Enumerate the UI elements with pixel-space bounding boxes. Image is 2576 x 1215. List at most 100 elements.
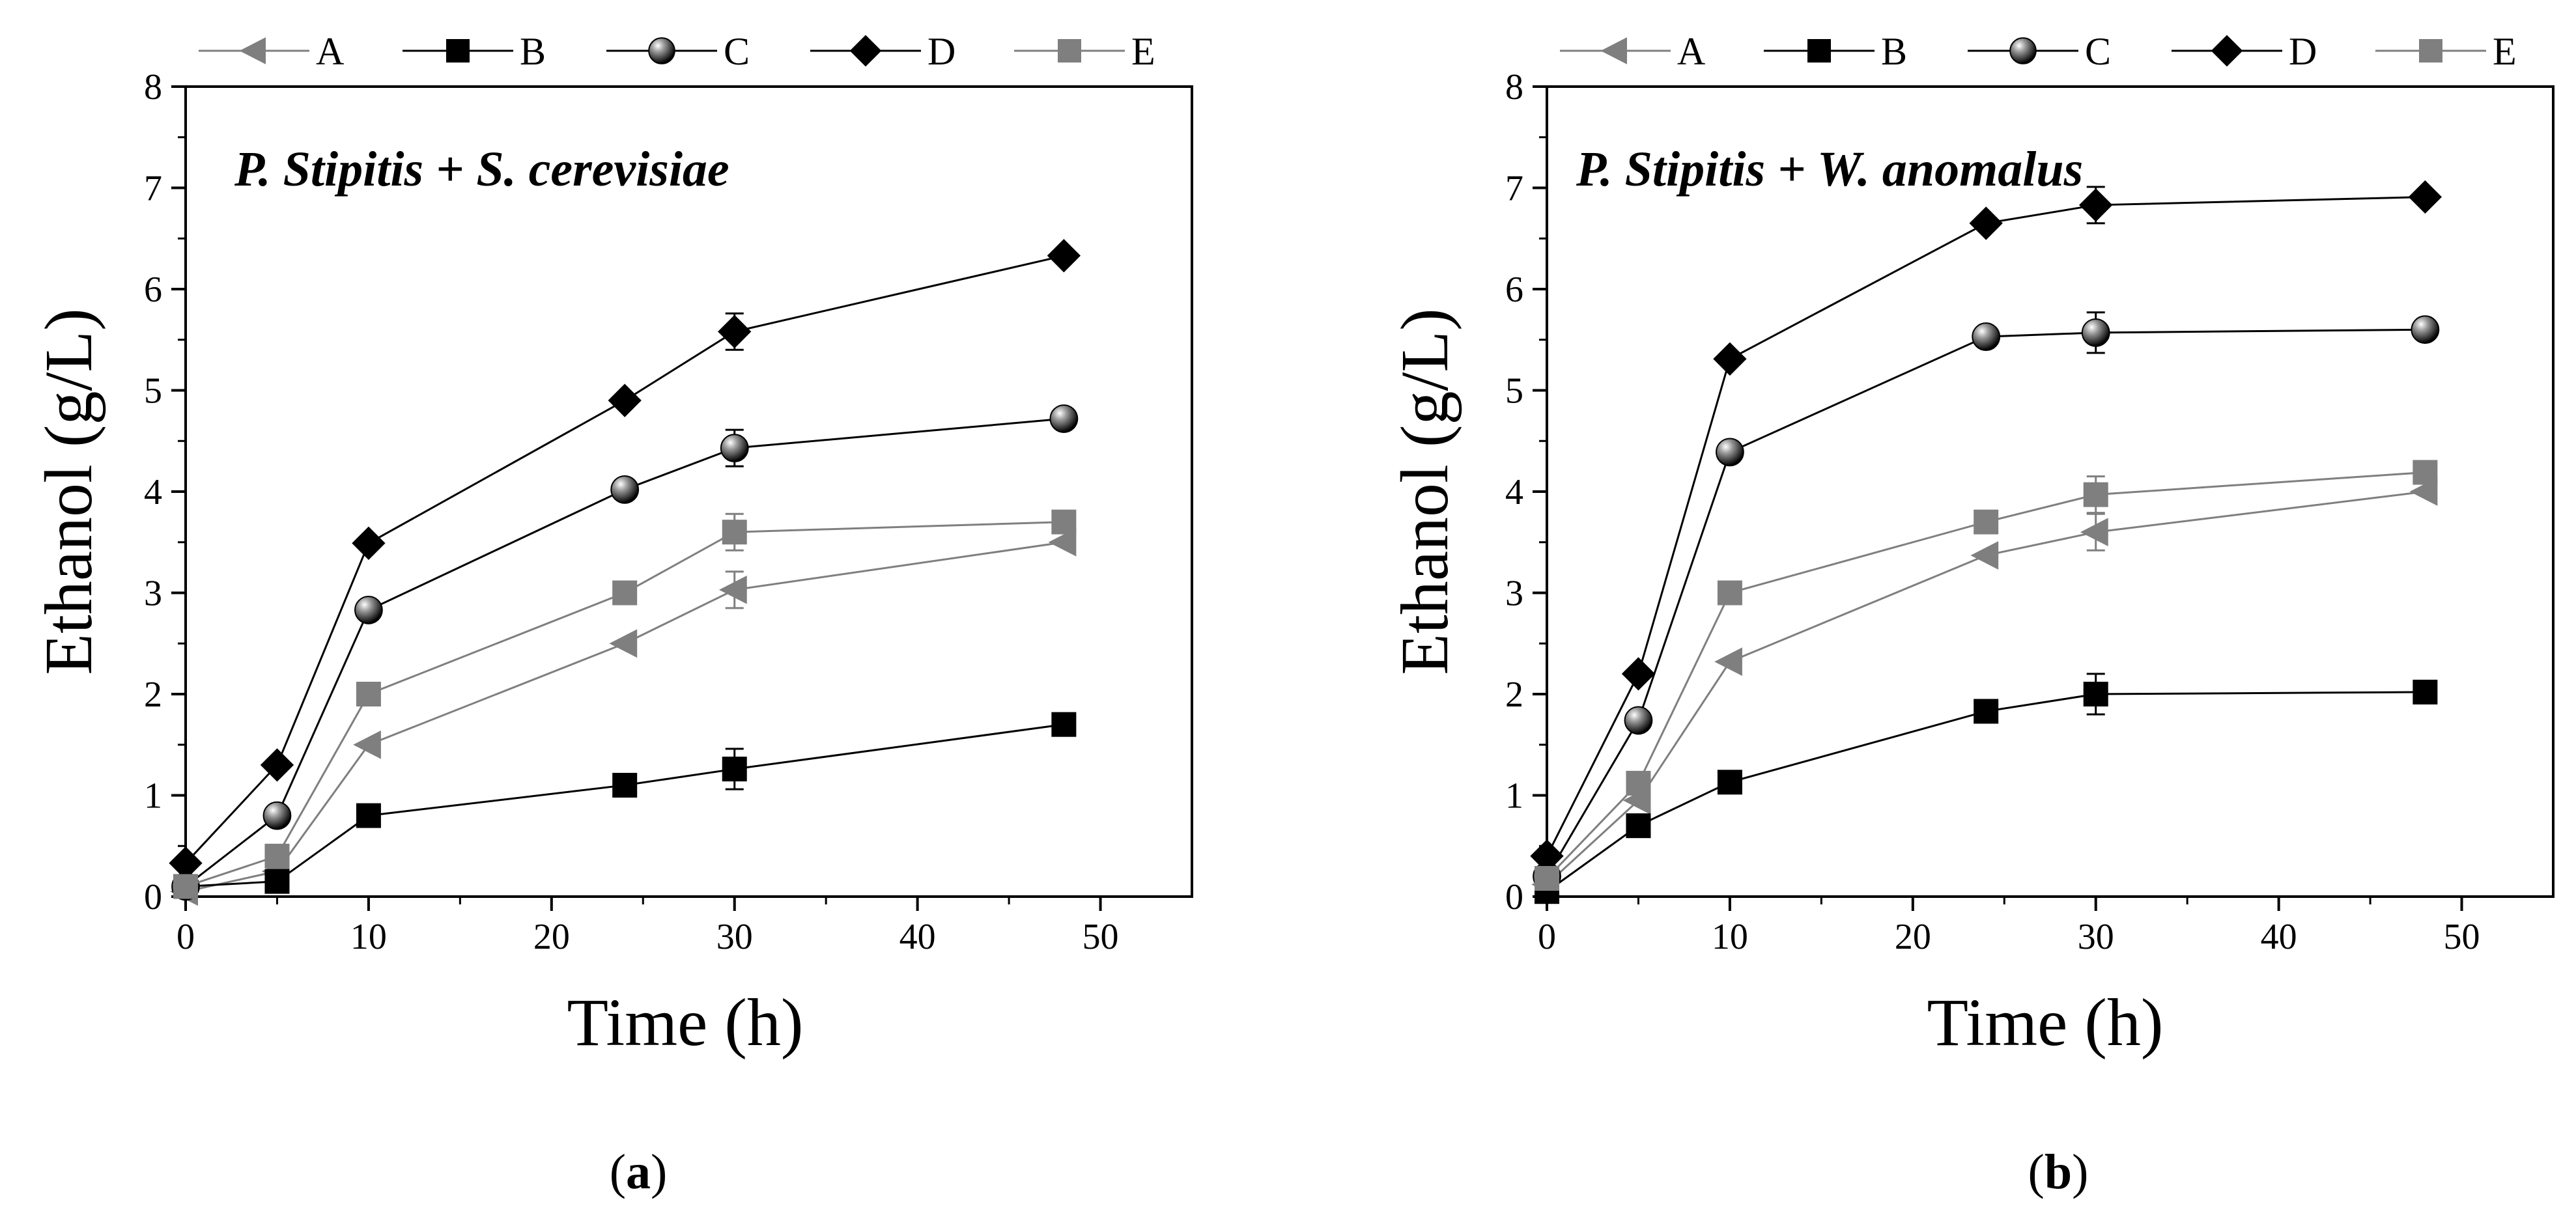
legend-item-b-E: E [2375,30,2517,73]
legend-b: A B C D E [1560,30,2517,73]
plot-area-b: 0 10 20 30 40 50 0 1 2 3 4 5 6 7 8 [1505,67,2555,957]
data-point-a-B-1 [264,869,290,894]
chart-title-a: P. Stipitis + S. cerevisiae [234,142,729,197]
y-tick-label-a-6: 6 [144,270,162,310]
legend-marker-a-A [239,37,266,64]
y-tick-label-b-3: 3 [1505,574,1523,614]
data-point-a-E-4 [722,520,747,545]
data-point-b-E-4 [2083,482,2108,507]
series-line-a-B [185,723,1064,887]
legend-item-b-D: D [2172,30,2317,73]
data-point-b-B-1 [1626,813,1651,839]
series-line-b-A [1546,490,2426,886]
legend-marker-b-B [1807,39,1831,63]
series-line-b-B [1546,691,2426,893]
data-point-a-E-5 [1051,509,1077,535]
x-tick-label-a-3: 30 [716,917,753,957]
legend-label-b-A: A [1677,30,1705,73]
data-point-b-A-2 [1714,647,1742,677]
data-point-a-A-3 [609,629,638,658]
y-tick-label-a-3: 3 [144,574,162,614]
data-point-a-D-5 [1047,239,1081,273]
x-tick-label-a-5: 50 [1083,917,1119,957]
y-tick-label-a-5: 5 [144,371,162,412]
data-point-a-D-1 [260,748,294,782]
data-point-b-D-1 [1621,657,1656,691]
plot-area-a: 0 10 20 30 40 50 0 1 2 3 4 5 6 7 8 [144,67,1193,957]
data-point-b-E-1 [1626,770,1651,796]
data-point-b-B-5 [2413,679,2438,705]
x-tick-label-b-1: 10 [1712,917,1748,957]
legend-label-a-E: E [1131,30,1155,73]
caption-a: (a) [610,1145,668,1199]
y-tick-label-a-2: 2 [144,675,162,715]
legend-item-a-C: C [606,30,750,73]
y-tick-label-b-0: 0 [1505,877,1523,917]
x-tick-label-a-0: 0 [177,917,195,957]
plot-frame-b [1546,85,2555,898]
x-tick-label-b-3: 30 [2078,917,2114,957]
x-axis-title-b: Time (h) [1927,985,2163,1060]
legend-marker-a-B [446,39,470,63]
data-point-a-D-3 [608,384,642,417]
y-tick-label-a-1: 1 [144,776,162,817]
legend-marker-b-C [2009,37,2037,64]
x-tick-label-b-5: 50 [2444,917,2480,957]
series-line-a-E [185,521,1064,887]
legend-item-b-B: B [1764,30,1907,73]
legend-item-b-A: A [1560,30,1705,73]
data-point-b-B-3 [1974,699,1999,724]
data-point-a-C-5 [1049,404,1079,433]
x-axis-title-a: Time (h) [567,985,803,1060]
legend-label-a-D: D [927,30,955,73]
data-point-b-A-4 [2080,518,2108,547]
legend-label-b-D: D [2289,30,2317,73]
data-point-b-B-2 [1717,770,1742,795]
legend-label-b-E: E [2493,30,2517,73]
data-point-a-C-2 [354,596,383,624]
y-tick-label-b-4: 4 [1505,472,1523,512]
data-point-b-C-2 [1716,438,1744,467]
data-point-b-E-3 [1974,509,1999,535]
data-point-b-B-4 [2083,682,2108,706]
data-point-b-D-4 [2079,188,2113,222]
legend-item-a-B: B [403,30,546,73]
data-point-b-C-3 [1972,322,2001,351]
data-point-a-C-1 [262,801,292,830]
legend-item-a-D: D [810,30,955,73]
series-line-b-D [1546,195,2426,857]
series-line-b-E [1546,471,2426,880]
series-line-a-A [185,541,1064,893]
data-point-a-D-4 [718,314,752,348]
data-point-b-A-3 [1970,541,1999,570]
data-point-a-A-4 [718,575,747,604]
data-point-b-E-0 [1535,866,1559,891]
data-point-a-B-4 [722,757,747,782]
legend-marker-a-D [849,35,882,67]
legend-marker-b-E [2419,39,2442,63]
legend-a: A B C D E [199,30,1155,73]
legend-label-b-C: C [2085,30,2111,73]
series-line-a-D [184,255,1064,864]
y-tick-label-b-2: 2 [1505,675,1523,715]
data-point-a-E-3 [612,580,638,606]
data-point-b-C-5 [2411,315,2440,344]
data-point-a-B-2 [356,803,381,828]
y-tick-label-b-5: 5 [1505,371,1523,412]
data-point-a-A-5 [1048,527,1077,557]
x-tick-label-a-1: 10 [350,917,387,957]
x-tick-label-a-4: 40 [899,917,936,957]
y-axis-title-a: Ethanol (g/L) [31,308,106,675]
data-point-a-C-3 [610,475,640,504]
legend-label-a-C: C [724,30,750,73]
data-point-b-E-5 [2413,460,2438,485]
data-point-a-A-2 [353,730,381,759]
chart-panel-b: A B C D E 0 10 20 30 40 50 0 1 2 3 4 5 6 7 8 P. Stipitis +… [1387,30,2555,1199]
data-point-a-E-0 [173,874,198,899]
legend-label-a-A: A [316,30,344,73]
chart-title-b: P. Stipitis + W. anomalus [1576,142,2083,197]
y-tick-label-b-6: 6 [1505,270,1523,310]
series-line-a-C [185,417,1064,887]
data-point-b-D-0 [1530,839,1564,873]
